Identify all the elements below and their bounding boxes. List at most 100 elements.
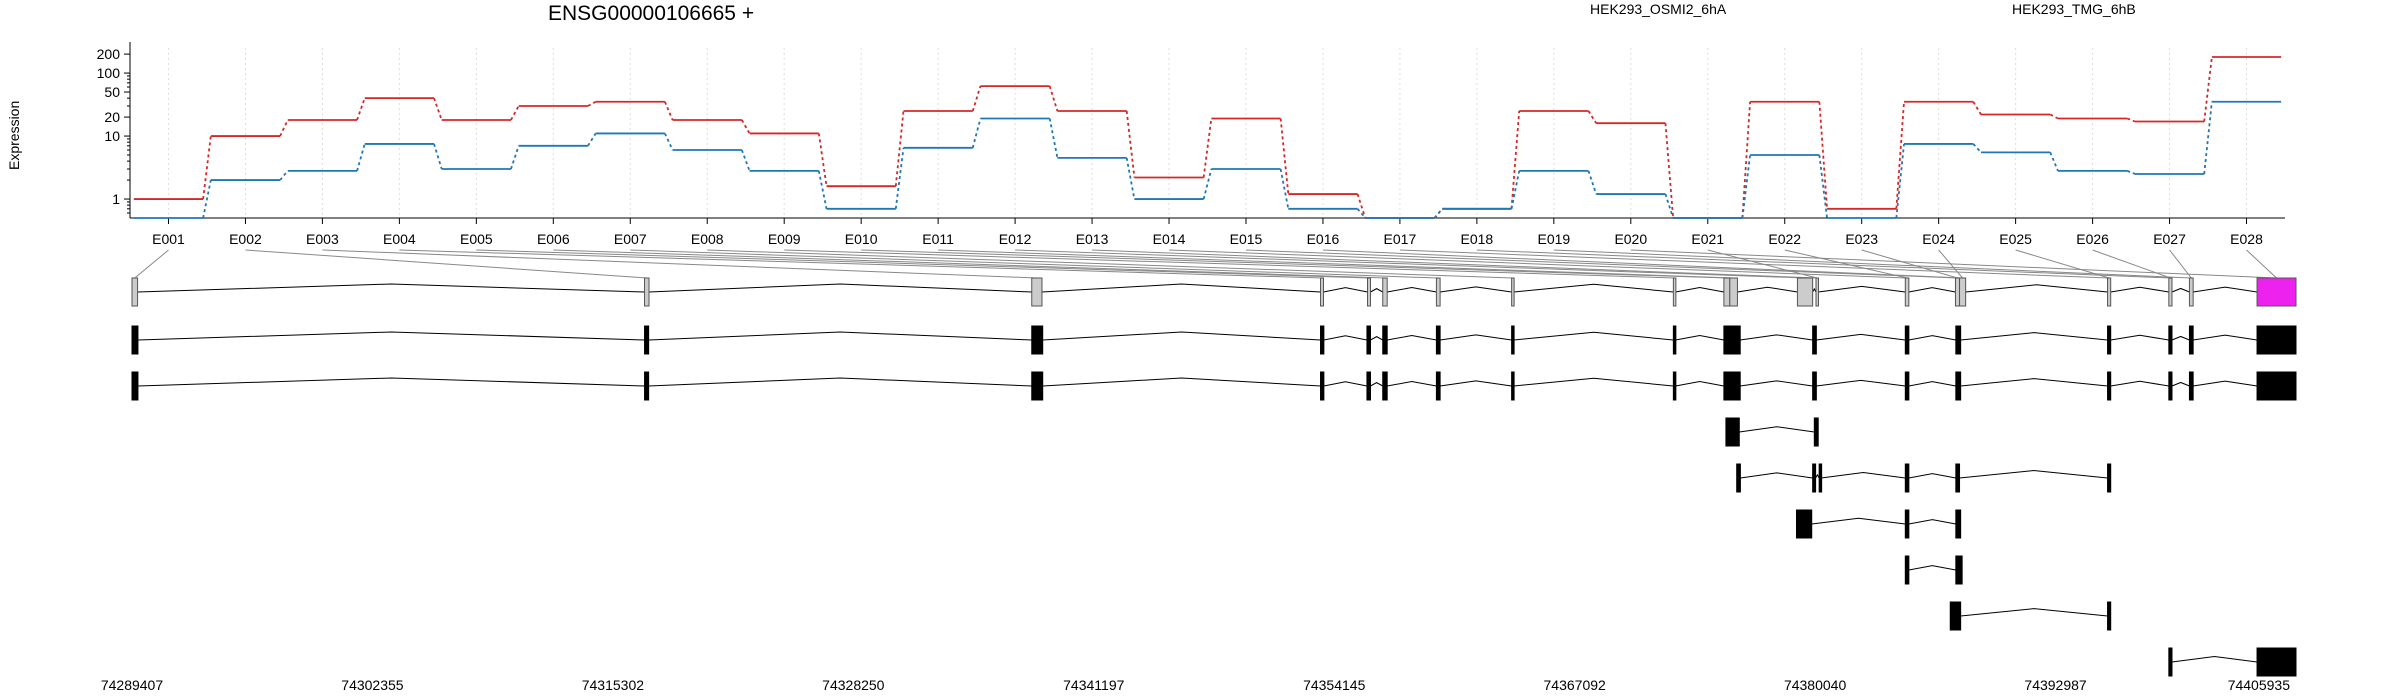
gene-model-bin-intron (1818, 285, 1906, 293)
transcript-intron (1740, 380, 1813, 387)
gene-model-bin-exon (1796, 277, 1814, 307)
transcript-intron (2193, 334, 2258, 341)
x-tick-label-e024: E024 (1922, 231, 1955, 247)
gene-model-bin-intron (1675, 287, 1724, 293)
transcript-exon (131, 371, 139, 401)
gene-model-bin-intron (1513, 283, 1674, 293)
transcript-intron (1821, 471, 1906, 479)
transcript-exon (1511, 371, 1515, 401)
transcript-intron (1908, 473, 1956, 479)
series-transition (1202, 168, 1213, 200)
gene-model-bin-intron (1737, 286, 1798, 293)
bin-connector (1322, 249, 1963, 279)
transcript-exon (1672, 325, 1677, 355)
gene-model-bin-exon (131, 277, 139, 307)
bin-connector (1092, 249, 1818, 279)
gene-model-bin-exon (1723, 277, 1731, 307)
series-transition (356, 97, 366, 121)
series-transition (279, 119, 289, 137)
transcript-6 (1904, 555, 1963, 585)
gene-model-bin-exon (1959, 277, 1967, 307)
transcript-intron (1811, 517, 1906, 525)
x-tick-label-e017: E017 (1384, 231, 1417, 247)
transcript-intron (1959, 470, 2108, 479)
gene-model-bin-exon (1031, 277, 1043, 307)
gene-model-bin-exon (2107, 277, 2112, 307)
transcript-intron (2110, 334, 2169, 341)
bin-connector (476, 249, 1370, 279)
transcript-intron (1370, 336, 1383, 341)
legend-entry-series-a: HEK293_OSMI2_6hA (1590, 1, 1727, 17)
transcript-8 (2168, 647, 2297, 677)
transcript-exon (1955, 371, 1962, 401)
x-tick-label-e001: E001 (152, 231, 185, 247)
transcript-intron (1960, 608, 2108, 617)
transcript-intron (1042, 331, 1321, 341)
transcript-intron (1513, 331, 1674, 341)
transcript-intron (1740, 334, 1813, 341)
transcript-4 (1736, 463, 2112, 493)
transcript-intron (1908, 335, 1956, 341)
transcript-intron (648, 331, 1032, 341)
transcript-intron (1815, 473, 1820, 479)
bin-connector (2015, 249, 2110, 279)
x-tick-label-e004: E004 (383, 231, 416, 247)
gene-model-bin-exon (644, 277, 650, 307)
series-transition (587, 100, 597, 107)
series-transition (433, 143, 443, 170)
transcript-intron (1816, 379, 1906, 387)
gene-model-bin-intron (137, 283, 645, 293)
x-tick-label-e025: E025 (1999, 231, 2032, 247)
series-transition (1048, 118, 1059, 159)
gene-title: ENSG00000106665 + (548, 2, 755, 25)
transcript-intron (2193, 380, 2258, 387)
bin-connector (861, 249, 1727, 279)
series-transition (1510, 170, 1521, 209)
gene-model-bin-exon (1954, 277, 1961, 307)
bin-connector-lines (134, 249, 2277, 279)
transcript-exon (1672, 371, 1677, 401)
transcript-intron (1908, 565, 1956, 571)
transcript-exon (2168, 371, 2173, 401)
transcript-intron (1323, 335, 1368, 341)
transcript-exon (1955, 509, 1962, 539)
transcript-intron (1323, 381, 1368, 387)
transcript-intron (1740, 472, 1813, 479)
transcript-exon (1904, 371, 1910, 401)
series-transition (1279, 118, 1290, 195)
transcript-intron (1387, 381, 1437, 387)
series-transition (1587, 110, 1597, 124)
series-transition (2203, 56, 2213, 122)
series-transition (1048, 85, 1059, 112)
gene-model-bin-intron (1387, 287, 1437, 293)
transcript-exon (1511, 325, 1515, 355)
bin-connector (322, 249, 1037, 279)
series-transition (2126, 117, 2136, 123)
series-transition (1664, 123, 1675, 219)
x-tick-label-e006: E006 (537, 231, 570, 247)
bin-connector (938, 249, 1734, 279)
x-tick-label-e007: E007 (614, 231, 647, 247)
gene-model-bin-exon (1815, 277, 1819, 307)
bin-connector (784, 249, 1675, 279)
genomic-coordinate-axis: 74289407 74302355 74315302 74328250 74341197… (101, 677, 2290, 693)
series-transition (1125, 110, 1136, 178)
transcript-intron (1370, 382, 1383, 387)
gene-model-bin-exon (1904, 277, 1910, 307)
transcript-exon (2256, 647, 2297, 677)
transcript-exon (1320, 325, 1325, 355)
genomic-tick-label: 74289407 (101, 677, 164, 693)
x-tick-label-e022: E022 (1768, 231, 1801, 247)
legend-entry-series-b: HEK293_TMG_6hB (2012, 1, 2136, 17)
transcript-exon (644, 371, 650, 401)
bin-connector (630, 249, 1439, 279)
transcript-exon (1949, 601, 1962, 631)
series-transition (1972, 101, 1982, 115)
bin-connector (1015, 249, 1806, 279)
transcript-exon (2107, 371, 2112, 401)
series-transition (971, 85, 982, 112)
transcript-exon (2188, 371, 2194, 401)
x-tick-label-e016: E016 (1307, 231, 1340, 247)
transcript-intron (1513, 377, 1674, 387)
series-transition (1202, 118, 1213, 178)
